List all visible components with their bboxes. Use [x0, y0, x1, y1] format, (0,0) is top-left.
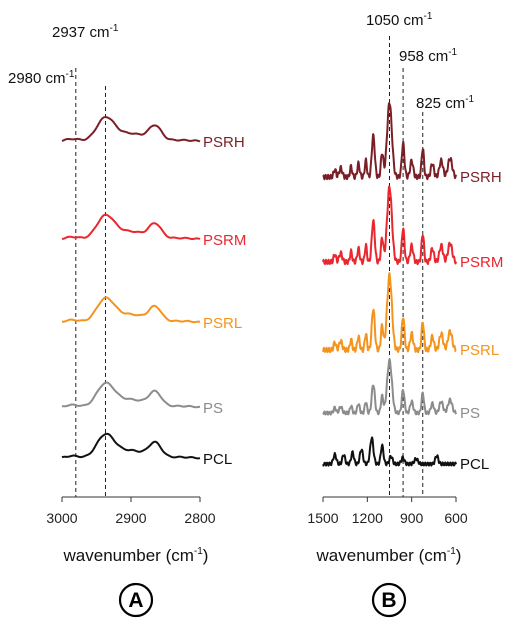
series-label-pcl: PCL — [460, 456, 489, 473]
series-label-psrm: PSRM — [460, 254, 503, 271]
reference-line-label: 958 cm-1 — [399, 47, 458, 65]
series-label-ps: PS — [203, 400, 223, 417]
series-label-psrl: PSRL — [203, 315, 242, 332]
spectrum-line-psrm — [322, 185, 457, 266]
panel-letter: B — [381, 589, 396, 612]
series-label-psrh: PSRH — [460, 169, 502, 186]
spectrum-line-psrh — [61, 116, 201, 143]
spectrum-line-psrl — [322, 272, 457, 354]
reference-line-label: 825 cm-1 — [416, 94, 475, 112]
series-label-psrl: PSRL — [460, 342, 499, 359]
x-tick-label: 3000 — [46, 510, 77, 526]
spectrum-line-pcl — [61, 432, 201, 460]
panel-letter-circle — [118, 582, 154, 618]
series-label-pcl: PCL — [203, 451, 232, 468]
x-tick-label: 1500 — [307, 510, 338, 526]
x-tick-label: 2900 — [115, 510, 146, 526]
x-tick-label: 2800 — [184, 510, 215, 526]
spectrum-line-pcl — [322, 436, 457, 467]
series-label-psrm: PSRM — [203, 232, 246, 249]
reference-line-label: 2937 cm-1 — [52, 23, 119, 41]
panel-letter: A — [128, 589, 143, 612]
reference-line-label: 1050 cm-1 — [366, 11, 433, 29]
reference-line-label: 2980 cm-1 — [8, 69, 75, 87]
x-tick-label: 600 — [444, 510, 468, 526]
x-tick-label: 1200 — [352, 510, 383, 526]
x-tick-label: 900 — [400, 510, 424, 526]
panel-letter-circle — [371, 582, 407, 618]
spectrum-line-ps — [322, 358, 457, 416]
panel-a: 3000 2900 2800 wavenumber (cm-1) 2980 cm-1 29… — [8, 23, 246, 565]
x-axis-title: wavenumber (cm-1) — [316, 546, 462, 565]
x-axis-title: wavenumber (cm-1) — [63, 546, 209, 565]
spectrum-line-psrm — [61, 213, 201, 240]
panel-b: 1500 1200 900 600 wavenumber (cm-1) 1050 cm-1… — [307, 11, 503, 565]
spectrum-line-psrl — [61, 296, 201, 324]
series-label-ps: PS — [460, 405, 480, 422]
series-label-psrh: PSRH — [203, 134, 245, 151]
spectrum-line-psrh — [322, 102, 457, 181]
spectrum-line-ps — [61, 381, 201, 409]
